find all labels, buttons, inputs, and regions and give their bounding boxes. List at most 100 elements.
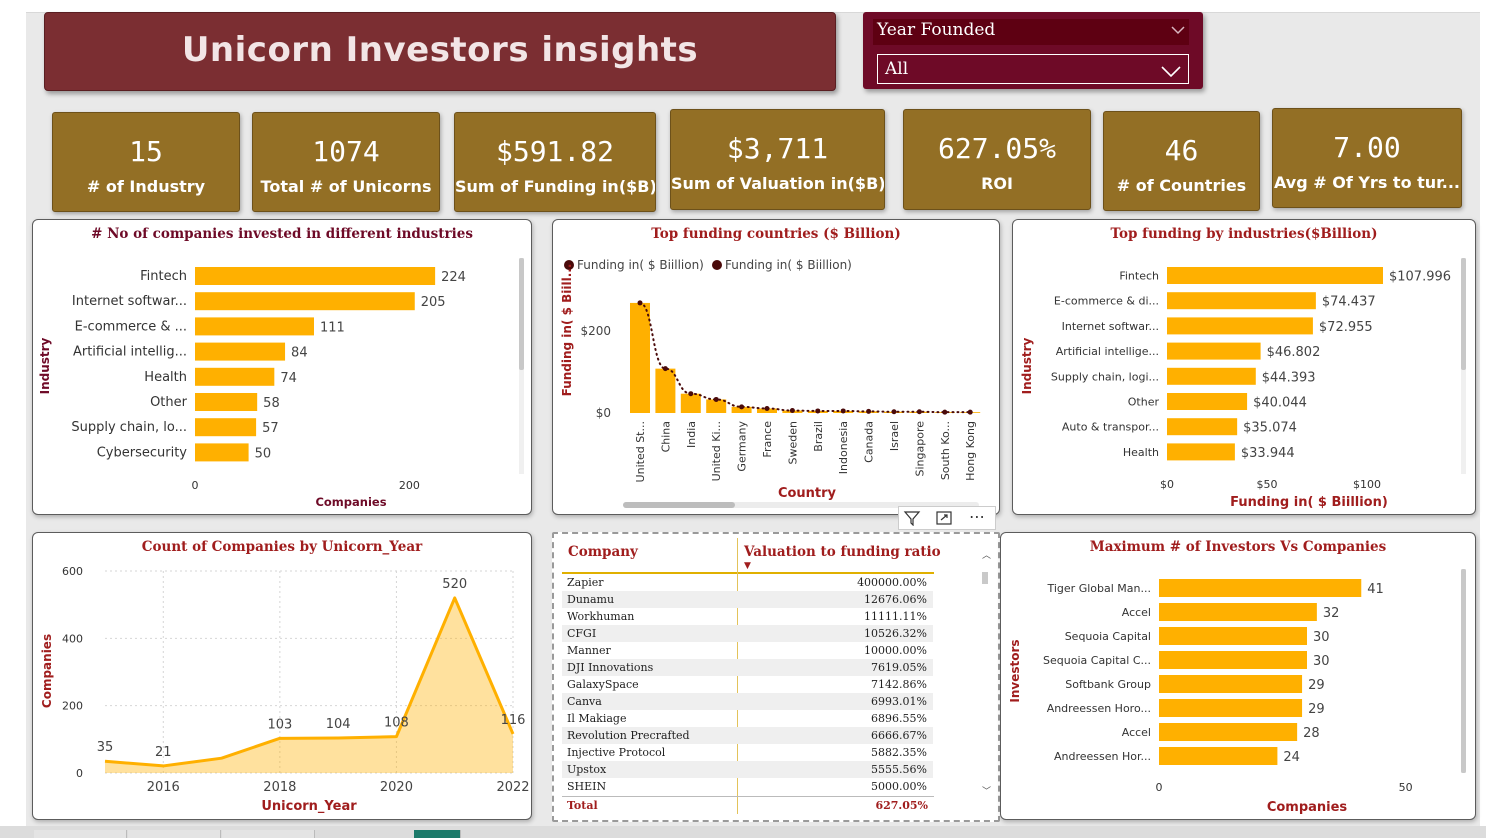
- tick-label: 0: [1156, 781, 1163, 794]
- table-row[interactable]: Revolution Precrafted 6666.67%: [562, 727, 933, 744]
- line-point: [967, 409, 973, 415]
- page-tab-active[interactable]: [414, 830, 461, 838]
- table-row[interactable]: GalaxySpace 7142.86%: [562, 676, 933, 693]
- table-row[interactable]: CFGI 10526.32%: [562, 625, 933, 642]
- tick-label: 50: [1399, 781, 1413, 794]
- company-cell: CFGI: [567, 627, 597, 640]
- data-label: 224: [441, 270, 466, 285]
- investors-chart-panel[interactable]: Maximum # of Investors Vs Companies Tige…: [1000, 532, 1476, 820]
- table-row[interactable]: Upstox 5555.56%: [562, 761, 933, 778]
- category-label: Other: [150, 395, 188, 410]
- filter-icon[interactable]: [903, 510, 921, 530]
- focus-mode-icon[interactable]: [935, 510, 953, 530]
- category-label: Artificial intellige...: [1056, 345, 1159, 358]
- bar: [1159, 627, 1307, 645]
- category-label: Accel: [1122, 606, 1151, 619]
- scroll-down-icon[interactable]: ﹀: [982, 787, 992, 797]
- x-axis-title: Companies: [315, 495, 386, 509]
- table-scrollbar[interactable]: ︿ ﹀: [980, 548, 992, 798]
- tick-label: 0: [76, 767, 83, 780]
- table-row[interactable]: Il Makiage 6896.55%: [562, 710, 933, 727]
- category-label: United St...: [634, 421, 647, 482]
- bar: [1159, 579, 1362, 597]
- slicer-value: All: [885, 59, 909, 79]
- table-row[interactable]: Injective Protocol 5882.35%: [562, 744, 933, 761]
- kpi-value: 15: [129, 135, 163, 168]
- data-label: 29: [1308, 678, 1325, 693]
- kpi-label: # of Countries: [1116, 176, 1247, 195]
- category-label: South Ko...: [939, 421, 952, 480]
- bar: [655, 368, 676, 413]
- page-tab[interactable]: [128, 830, 221, 838]
- data-label: $33.944: [1241, 446, 1295, 461]
- scrollbar-thumb[interactable]: [982, 572, 988, 584]
- countries-chart-panel[interactable]: Top funding countries ($ Billion) Fundin…: [552, 219, 1000, 515]
- column-header-company[interactable]: Company: [568, 544, 638, 560]
- kpi-value: 46: [1164, 134, 1199, 167]
- company-cell: GalaxySpace: [567, 678, 639, 691]
- table-row[interactable]: Zapier 400000.00%: [562, 574, 933, 591]
- table-row[interactable]: Dunamu 12676.06%: [562, 591, 933, 608]
- table-row[interactable]: Workhuman 11111.11%: [562, 608, 933, 625]
- kpi-country-count: 46 # of Countries: [1103, 111, 1260, 211]
- total-label: Total: [567, 799, 598, 812]
- tick-label: $0: [596, 406, 611, 420]
- column-header-ratio[interactable]: Valuation to funding ratio: [744, 544, 941, 560]
- bar: [1167, 393, 1248, 410]
- company-cell: Workhuman: [567, 610, 635, 623]
- data-label: 28: [1303, 726, 1320, 741]
- table-row[interactable]: Canva 6993.01%: [562, 693, 933, 710]
- category-label: Fintech: [140, 269, 187, 284]
- bar: [630, 302, 650, 413]
- line-point: [688, 391, 694, 397]
- bar: [195, 342, 286, 361]
- bar: [1167, 367, 1256, 385]
- bar: [1159, 603, 1317, 621]
- industries-chart-panel[interactable]: # No of companies invested in different …: [32, 219, 532, 515]
- unicorn-year-panel[interactable]: Count of Companies by Unicorn_Year 0 200 4…: [32, 532, 532, 820]
- funding-industries-panel[interactable]: Top funding by industries($Billion) Fint…: [1012, 219, 1476, 515]
- ratio-cell: 11111.11%: [864, 610, 927, 623]
- slicer-dropdown[interactable]: All: [877, 54, 1189, 84]
- chart-title: Top funding countries ($ Billion): [651, 226, 901, 242]
- chevron-down-icon[interactable]: [1161, 63, 1181, 83]
- table-row[interactable]: DJI Innovations 7619.05%: [562, 659, 933, 676]
- page-tab[interactable]: [34, 830, 127, 838]
- company-cell: Il Makiage: [567, 712, 627, 725]
- category-label: Andreessen Hor...: [1054, 750, 1151, 763]
- sort-desc-icon[interactable]: ▼: [744, 561, 751, 571]
- bar: [1167, 267, 1383, 284]
- data-label: 74: [280, 371, 297, 386]
- table-total-row: Total 627.05%: [562, 796, 934, 815]
- scroll-up-icon[interactable]: ︿: [982, 551, 992, 561]
- category-label: Indonesia: [837, 421, 850, 474]
- data-label: 29: [1308, 702, 1325, 717]
- category-label: Health: [1123, 446, 1159, 459]
- tick-label: 2018: [263, 780, 296, 795]
- countries-combo-chart: Funding in( $ Biillion) Funding in( $ Bii…: [560, 258, 981, 508]
- table-row[interactable]: SHEIN 5000.00%: [562, 778, 933, 795]
- kpi-value: 7.00: [1333, 131, 1401, 164]
- chart-title: Count of Companies by Unicorn_Year: [141, 539, 423, 555]
- more-options-icon[interactable]: ⋯: [969, 507, 986, 526]
- y-axis-title: Funding in( $ Biill...: [560, 264, 574, 397]
- kpi-label: ROI: [981, 174, 1013, 193]
- tick-label: 200: [399, 479, 420, 492]
- category-label: Sequoia Capital C...: [1043, 654, 1151, 667]
- bar: [1167, 342, 1261, 360]
- year-founded-slicer[interactable]: Year Founded All: [863, 12, 1203, 89]
- ratio-cell: 6666.67%: [871, 729, 927, 742]
- bar: [195, 317, 314, 336]
- valuation-ratio-table-panel[interactable]: Company Valuation to funding ratio ▼ Zap…: [552, 532, 1000, 822]
- column-divider: [737, 538, 738, 814]
- category-label: Israel: [888, 421, 901, 451]
- category-label: Internet softwar...: [72, 294, 187, 309]
- area-fill: [105, 597, 513, 773]
- line-point: [764, 405, 770, 411]
- chevron-down-icon[interactable]: [1170, 23, 1186, 39]
- tick-label: $100: [1353, 478, 1381, 491]
- data-label: 205: [421, 295, 446, 310]
- page-tab[interactable]: [222, 830, 315, 838]
- kpi-label: Sum of Funding in($B): [455, 177, 655, 196]
- table-row[interactable]: Manner 10000.00%: [562, 642, 933, 659]
